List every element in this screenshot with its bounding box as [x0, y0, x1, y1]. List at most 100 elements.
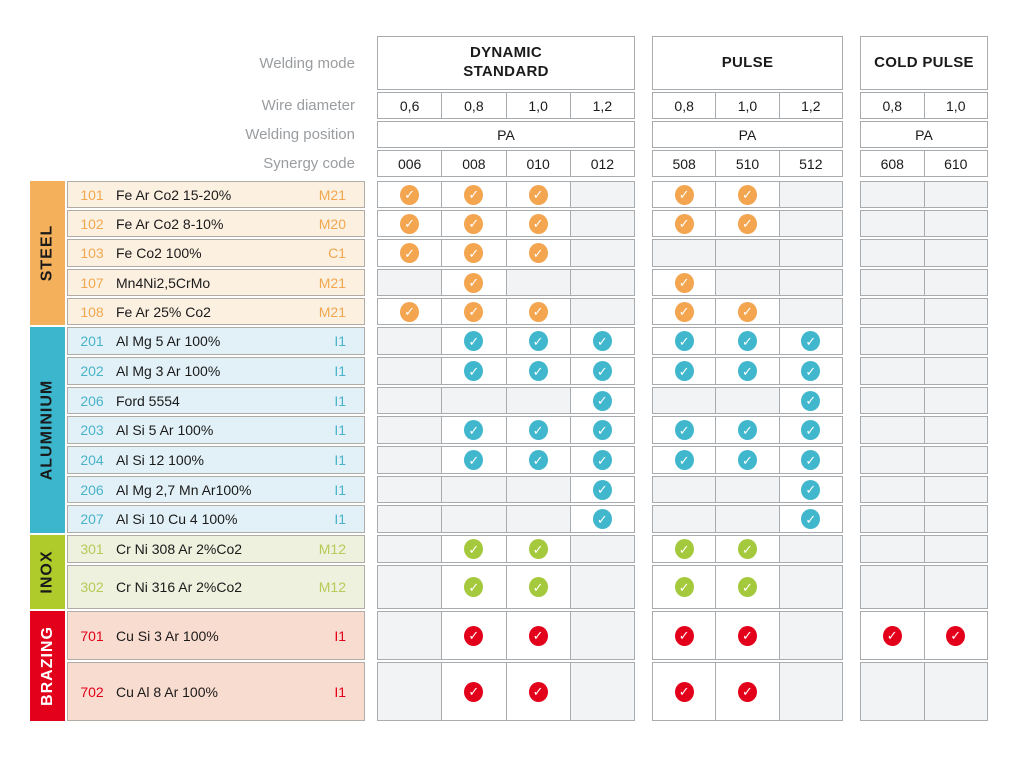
check-icon: ✓ — [464, 577, 484, 597]
check-cell: ✓ — [715, 182, 779, 207]
check-cell — [378, 566, 441, 608]
material-name: Fe Ar Co2 15-20% — [116, 186, 232, 203]
check-cell: ✓ — [653, 270, 716, 295]
category-label: INOX — [38, 550, 56, 594]
check-icon: ✓ — [528, 681, 548, 702]
check-icon: ✓ — [737, 361, 757, 381]
check-cell: ✓ — [715, 536, 779, 562]
welding-position-cell: PA — [738, 126, 757, 143]
check-cell — [378, 506, 441, 532]
check-cell: ✓ — [378, 299, 442, 324]
check-row — [860, 387, 988, 414]
check-icon: ✓ — [528, 301, 548, 322]
check-cell: ✓ — [715, 447, 779, 473]
check-row: ✓ ✓ — [860, 611, 988, 660]
material-code: 206 — [80, 392, 104, 409]
check-row: ✓ ✓ — [652, 662, 843, 721]
gas-class: I1 — [334, 511, 346, 527]
gas-class: I1 — [334, 627, 346, 644]
check-cell: ✓ — [441, 240, 506, 266]
check-row: ✓ ✓ ✓ — [652, 357, 843, 385]
material-row: 206 Ford 5554 I1 — [67, 387, 365, 414]
material-code: 206 — [80, 481, 104, 498]
check-icon: ✓ — [674, 539, 694, 559]
gas-class: I1 — [334, 452, 346, 468]
material-name: Al Mg 5 Ar 100% — [116, 333, 221, 349]
check-icon: ✓ — [674, 577, 694, 597]
check-row — [860, 446, 988, 474]
wire-diameter-label: Wire diameter — [261, 97, 355, 114]
check-cell: ✓ — [505, 417, 570, 443]
check-cell — [378, 612, 441, 659]
synergy-code-row: 608 610 — [860, 150, 988, 177]
wire-diameter-cell: 1,2 — [569, 93, 634, 118]
welding-position-label: Welding position — [245, 126, 355, 143]
gas-class: M20 — [318, 215, 346, 232]
check-row: ✓ ✓ ✓ — [377, 327, 635, 355]
check-icon: ✓ — [528, 577, 548, 597]
check-icon: ✓ — [464, 450, 484, 470]
check-cell — [505, 270, 570, 295]
welding-position-row: PA — [652, 121, 843, 148]
check-row — [652, 239, 843, 267]
check-cell: ✓ — [441, 358, 506, 384]
welding-mode-name: DYNAMIC STANDARD — [463, 44, 549, 80]
material-code: 301 — [80, 541, 104, 557]
check-cell: ✓ — [778, 477, 842, 502]
welding-position-cell: PA — [497, 126, 515, 143]
check-cell — [778, 536, 842, 562]
check-cell — [778, 566, 842, 608]
material-row: 203 Al Si 5 Ar 100% I1 — [67, 416, 365, 444]
check-row — [860, 269, 988, 296]
check-icon: ✓ — [801, 479, 821, 500]
synergy-code-cell: 006 — [397, 155, 422, 172]
check-cell: ✓ — [378, 240, 442, 266]
check-cell — [923, 566, 988, 608]
material-code: 101 — [80, 186, 104, 203]
material-name: Al Mg 2,7 Mn Ar100% — [116, 481, 252, 498]
material-name: Fe Ar 25% Co2 — [116, 303, 211, 320]
check-icon: ✓ — [464, 361, 484, 381]
check-cell — [653, 477, 715, 502]
check-cell — [923, 182, 988, 207]
material-code: 102 — [80, 215, 104, 232]
check-row: ✓ ✓ — [377, 662, 635, 721]
check-icon: ✓ — [674, 450, 694, 470]
check-row: ✓ ✓ — [652, 565, 843, 609]
check-row: ✓ ✓ — [652, 210, 843, 237]
check-row: ✓ — [377, 269, 635, 296]
check-cell — [378, 417, 441, 443]
check-cell: ✓ — [441, 417, 506, 443]
check-icon: ✓ — [737, 625, 757, 646]
wire-diameter-row: 0,6 0,8 1,0 1,2 — [377, 92, 635, 119]
check-icon: ✓ — [528, 331, 548, 351]
check-icon: ✓ — [528, 361, 548, 381]
check-cell: ✓ — [653, 299, 716, 324]
material-row: 102 Fe Ar Co2 8-10% M20 — [67, 210, 365, 237]
check-cell — [715, 477, 778, 502]
material-row: 701 Cu Si 3 Ar 100% I1 — [67, 611, 365, 660]
check-cell: ✓ — [569, 417, 634, 443]
check-icon: ✓ — [674, 625, 694, 646]
wire-diameter-row: 0,8 1,0 1,2 — [652, 92, 843, 119]
check-cell: ✓ — [778, 447, 842, 473]
check-cell: ✓ — [778, 388, 842, 413]
check-icon: ✓ — [464, 681, 484, 702]
check-cell — [569, 299, 634, 324]
check-icon: ✓ — [801, 420, 821, 440]
category-band: ALUMINIUM — [30, 327, 65, 533]
check-cell — [923, 240, 988, 266]
wire-diameter-cell: 0,8 — [882, 97, 902, 114]
check-cell: ✓ — [653, 211, 716, 236]
check-cell — [861, 270, 924, 295]
check-icon: ✓ — [737, 450, 757, 470]
material-code: 207 — [80, 511, 104, 527]
check-cell: ✓ — [715, 663, 779, 720]
check-row: ✓ ✓ ✓ — [377, 357, 635, 385]
check-icon: ✓ — [528, 450, 548, 470]
check-icon: ✓ — [737, 420, 757, 440]
check-row: ✓ ✓ — [377, 611, 635, 660]
check-row: ✓ — [652, 269, 843, 296]
check-icon: ✓ — [592, 450, 612, 470]
check-cell — [778, 240, 842, 266]
